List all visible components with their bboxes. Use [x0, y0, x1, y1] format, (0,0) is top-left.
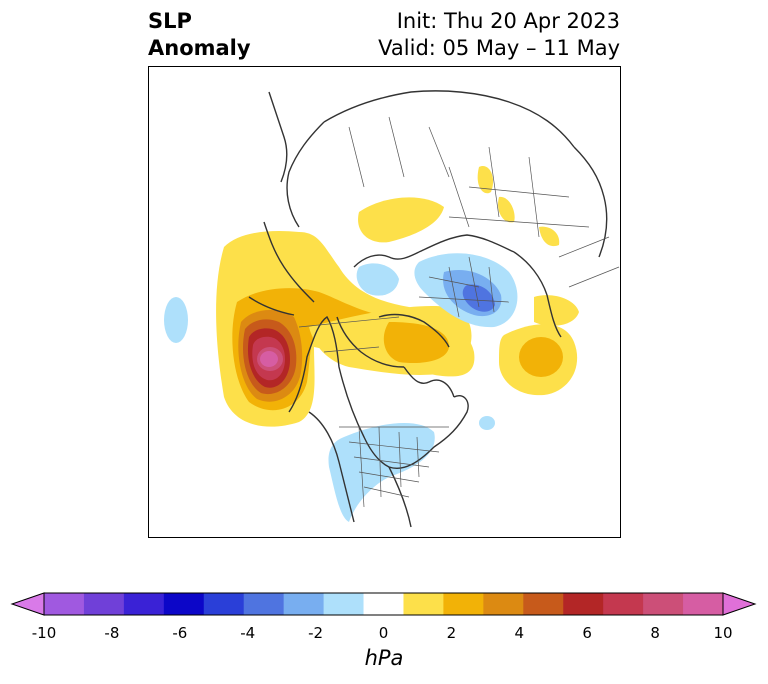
map-dates: Init: Thu 20 Apr 2023 Valid: 05 May – 11…: [378, 8, 620, 62]
colorbar-tick-label: 4: [514, 624, 525, 642]
valid-range: Valid: 05 May – 11 May: [378, 36, 620, 60]
colorbar-extend-max: [722, 592, 757, 616]
map-canvas: [164, 90, 620, 528]
init-date: Init: Thu 20 Apr 2023: [396, 9, 620, 33]
colorbar-extend-min: [10, 592, 45, 616]
colorbar-tick-label: -6: [172, 624, 188, 642]
colorbar-segment: [403, 593, 444, 615]
colorbar-tick-label: 0: [378, 624, 389, 642]
colorbar-tick-label: -8: [104, 624, 120, 642]
colorbar-segment: [323, 593, 365, 615]
negative-anomaly-europe: [414, 253, 518, 328]
colorbar-tick-label: -10: [31, 624, 57, 642]
map-title: SLP Anomaly: [148, 8, 251, 62]
colorbar-tick-label: -2: [308, 624, 324, 642]
borders: [298, 116, 620, 508]
colorbar-segment: [203, 593, 245, 615]
colorbar-segment: [123, 593, 165, 615]
colorbar-segment: [483, 593, 524, 615]
positive-anomaly-siberia: [358, 166, 560, 247]
negative-anomaly-us: [328, 416, 495, 522]
colorbar-unit: hPa: [364, 646, 404, 670]
colorbar-segment: [643, 593, 684, 615]
colorbar-tick-label: -4: [240, 624, 256, 642]
colorbar-segment: [363, 593, 404, 615]
colorbar-tick-label: 10: [713, 624, 733, 642]
colorbar-tick-label: 2: [446, 624, 457, 642]
negative-anomaly-pacific-west: [164, 297, 188, 343]
positive-anomaly-atlantic: [499, 295, 579, 396]
colorbar-segment: [44, 593, 85, 615]
colorbar-segment: [163, 593, 205, 615]
colorbar-segment: [243, 593, 285, 615]
anomaly-map: [148, 66, 621, 538]
colorbar-segment: [563, 593, 604, 615]
title-variable-sub: Anomaly: [148, 36, 251, 60]
colorbar-segment: [523, 593, 564, 615]
negative-anomaly-arctic: [356, 263, 399, 296]
colorbar-tick-label: 6: [582, 624, 592, 642]
colorbar-tick-label: 8: [650, 624, 660, 642]
colorbar-segment: [283, 593, 325, 615]
colorbar: [10, 592, 757, 616]
colorbar-segment: [443, 593, 484, 615]
colorbar-segment: [83, 593, 125, 615]
positive-anomaly-canada: [309, 306, 472, 375]
coastlines: [248, 90, 608, 528]
colorbar-segment: [603, 593, 644, 615]
title-variable: SLP: [148, 9, 192, 33]
colorbar-segment: [683, 593, 724, 615]
